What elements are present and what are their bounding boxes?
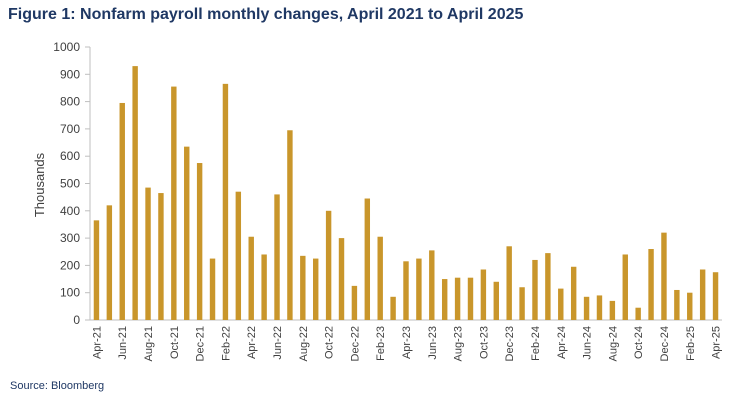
x-tick-label: Jun-21 [117, 326, 129, 360]
bar [93, 220, 100, 320]
x-tick-label: Feb-22 [220, 326, 232, 361]
bar [441, 279, 448, 320]
x-tick-label: Dec-24 [659, 326, 671, 361]
y-axis: 0 100 200 300 400 500 600 700 800 900 1000 [53, 40, 91, 327]
x-tick-label: Oct-22 [324, 326, 336, 359]
bar [313, 258, 319, 320]
bar [583, 296, 590, 320]
chart-title: Figure 1: Nonfarm payroll monthly change… [8, 6, 524, 23]
bar [106, 205, 113, 320]
y-tick-label: 900 [60, 67, 80, 81]
y-tick-label: 400 [60, 204, 80, 218]
y-tick-label: 700 [60, 122, 80, 136]
x-tick-label: Apr-25 [711, 326, 723, 359]
x-tick-label: Feb-25 [685, 326, 697, 361]
y-tick-label: 0 [73, 313, 80, 327]
x-tick-label: Feb-23 [375, 326, 387, 361]
x-tick-label: Apr-21 [91, 326, 103, 359]
bar [712, 272, 719, 320]
x-tick-label: Aug-23 [453, 326, 465, 361]
y-tick-label: 200 [60, 258, 80, 272]
bar [429, 250, 435, 320]
bar [325, 210, 332, 320]
x-tick-label: Apr-23 [401, 326, 413, 359]
x-tick-label: Dec-23 [504, 326, 516, 361]
bar [338, 238, 345, 320]
bar [699, 269, 706, 320]
bar [493, 281, 499, 320]
bar [467, 277, 474, 320]
bar [209, 258, 216, 320]
bar [274, 194, 280, 320]
y-tick-label: 300 [60, 231, 80, 245]
bar [171, 86, 177, 321]
bar [364, 198, 371, 320]
bar [119, 102, 125, 320]
bar [351, 285, 358, 320]
bar [622, 254, 628, 320]
bar [287, 130, 293, 320]
x-axis: Apr-21 Jun-21 Aug-21 Oct-21 Dec-21 Feb-22 Apr-… [90, 319, 723, 361]
bar [480, 269, 487, 320]
bar [158, 193, 164, 320]
x-tick-label: Aug-24 [607, 326, 619, 361]
x-tick-label: Oct-23 [478, 326, 490, 359]
bar [196, 163, 203, 320]
bar [532, 259, 538, 320]
x-tick-label: Oct-24 [633, 326, 645, 359]
bar [648, 249, 654, 320]
source-note: Source: Bloomberg [10, 380, 105, 392]
bar [235, 191, 242, 320]
y-tick-label: 800 [60, 95, 80, 109]
x-tick-label: Jun-22 [272, 326, 284, 360]
x-tick-label: Feb-24 [530, 326, 542, 361]
bar [248, 236, 254, 320]
bar [390, 296, 396, 320]
x-tick-label: Jun-24 [582, 326, 594, 360]
bar [416, 258, 422, 320]
x-tick-label: Oct-21 [169, 326, 181, 359]
bar [596, 295, 603, 320]
bar-series [93, 66, 719, 321]
bar [145, 187, 151, 320]
x-tick-label: Jun-23 [427, 326, 439, 360]
bar [661, 232, 667, 320]
bar [687, 292, 693, 320]
y-tick-label: 500 [60, 177, 80, 191]
x-tick-label: Apr-24 [556, 326, 568, 359]
bar [222, 83, 229, 320]
y-tick-label: 100 [60, 286, 80, 300]
bar [454, 277, 461, 320]
bar [674, 289, 680, 320]
y-tick-label: 1000 [53, 40, 80, 54]
x-tick-label: Dec-21 [195, 326, 207, 361]
bar [609, 300, 616, 320]
bar [184, 146, 190, 320]
bar [519, 287, 525, 320]
bar [545, 253, 551, 320]
bar [558, 288, 564, 320]
bar [261, 254, 267, 320]
bar [132, 66, 138, 320]
bar [635, 307, 641, 320]
y-axis-label: Thousands [32, 152, 47, 217]
bar [377, 236, 383, 320]
bar [403, 261, 409, 320]
bar [570, 266, 577, 320]
bar [300, 255, 306, 320]
bar [506, 246, 512, 320]
x-tick-label: Apr-22 [246, 326, 258, 359]
x-tick-label: Aug-21 [143, 326, 155, 361]
y-tick-label: 600 [60, 149, 80, 163]
x-tick-label: Aug-22 [298, 326, 310, 361]
x-tick-label: Dec-22 [349, 326, 361, 361]
